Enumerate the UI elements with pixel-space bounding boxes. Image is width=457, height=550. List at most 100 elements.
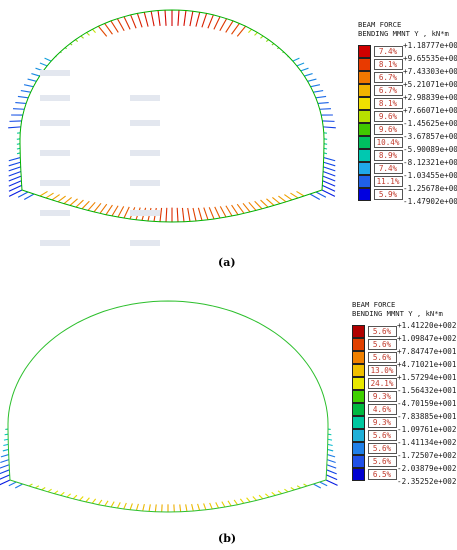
moment-hatch-line (254, 200, 263, 210)
moment-hatch-line (221, 501, 226, 508)
moment-hatch-line (246, 497, 251, 503)
legend-percent-box (374, 163, 403, 174)
legend-value: -1.45625e+001 (403, 119, 457, 128)
moment-hatch-line (296, 485, 302, 489)
moment-hatch-line (325, 479, 338, 486)
legend-percent-box (374, 189, 403, 200)
moment-hatch-line (87, 201, 96, 211)
legend-swatch (352, 442, 365, 455)
moment-hatch-line (307, 78, 317, 82)
moment-hatch-line (165, 207, 168, 222)
moment-hatch-line (242, 202, 251, 213)
legend-percent-box (368, 443, 397, 454)
legend-subtitle: BENDING MMNT Y , kN*m (358, 29, 449, 38)
moment-hatch-line (254, 32, 258, 36)
moment-hatch-line (34, 485, 40, 489)
moment-hatch-line (20, 89, 31, 93)
moment-hatch-line (8, 161, 21, 167)
legend-percent: 7.4% (378, 47, 398, 56)
legend-value: -2.03879e+002 (397, 464, 457, 473)
moment-hatch-line (322, 175, 336, 182)
moment-hatch-line (0, 469, 10, 475)
moment-hatch-line (179, 504, 182, 512)
moment-hatch-line (110, 20, 119, 33)
moment-hatch-line (319, 108, 331, 110)
legend-value: -2.35252e+002 (397, 477, 457, 486)
moment-hatch-line (309, 193, 321, 201)
moment-hatch-line (85, 497, 90, 503)
moment-hatch-line (93, 202, 102, 213)
moment-hatch-line (313, 89, 324, 93)
legend-swatch (358, 188, 371, 201)
moment-hatch-line (213, 16, 221, 30)
moment-hatch-line (45, 192, 54, 199)
legend-swatch (352, 429, 365, 442)
tunnel-lining-outline (19, 9, 325, 223)
moment-hatch-line (236, 25, 246, 37)
moment-hatch-line (15, 102, 27, 105)
moment-hatch-line (323, 143, 328, 145)
moment-hatch-line (209, 502, 213, 510)
moment-hatch-line (214, 206, 221, 219)
moment-hatch-line (8, 189, 23, 197)
background-artifact (40, 180, 70, 186)
moment-hatch-line (323, 126, 336, 129)
moment-hatch-line (75, 199, 84, 208)
legend-percent-box (374, 59, 403, 70)
moment-hatch-line (326, 459, 336, 464)
legend-percent: 9.6% (378, 112, 398, 121)
legend-swatch (358, 123, 371, 136)
legend-value: -1.56432e+001 (397, 386, 457, 395)
legend-percent-box (368, 352, 397, 363)
legend-percent: 5.6% (372, 444, 392, 453)
moment-hatch-line (203, 207, 209, 220)
legend-value: +9.65535e+001 (403, 54, 457, 63)
legend-percent: 4.6% (372, 405, 392, 414)
moment-hatch-line (99, 203, 108, 214)
moment-hatch-line (272, 197, 281, 205)
moment-hatch-line (327, 454, 336, 458)
moment-hatch-line (185, 504, 188, 512)
moment-hatch-line (4, 433, 9, 436)
background-artifact (40, 210, 70, 216)
legend-value: +5.21071e+001 (403, 80, 457, 89)
moment-hatch-line (17, 191, 29, 198)
legend-percent-box (374, 150, 403, 161)
legend-percent-box (368, 417, 397, 428)
background-artifact (40, 150, 70, 156)
legend-value: -5.90089e+001 (403, 145, 457, 154)
moment-hatch-line (323, 161, 336, 167)
moment-hatch-line (2, 448, 9, 452)
moment-hatch-line (80, 35, 84, 39)
moment-hatch-line (323, 152, 328, 155)
moment-hatch-line (16, 143, 21, 145)
background-artifact (130, 240, 160, 246)
legend-swatch (358, 84, 371, 97)
legend-swatch (352, 416, 365, 429)
legend-scale: 7.4% 8.1% 6.7% 6.7% 8.1% 9.6% 9.6% 10.4% 8.9% 7.4… (358, 41, 457, 206)
moment-hatch-line (57, 195, 66, 203)
moment-hatch-line (13, 108, 25, 110)
moment-hatch-line (322, 170, 336, 177)
legend-swatch (352, 351, 365, 364)
moment-hatch-line (130, 14, 137, 29)
moment-hatch-line (105, 204, 113, 215)
legend-percent-box (374, 176, 403, 187)
moment-hatch-line (277, 490, 283, 495)
caption-a: (a) (218, 256, 236, 269)
legend-value: +1.09847e+002 (397, 334, 457, 343)
moment-hatch-line (116, 18, 125, 32)
legend-percent-box (374, 85, 403, 96)
legend-swatch (358, 110, 371, 123)
moment-hatch-line (231, 204, 239, 215)
moment-hatch-line (260, 199, 269, 208)
panel-b: BEAM FORCE BENDING MMNT Y , kN*m 5.6% 5.6… (0, 275, 457, 550)
legend-value: +7.43303e+001 (403, 67, 457, 76)
tunnel-lining-outline (7, 300, 329, 513)
moment-hatch-line (219, 206, 227, 218)
legend-value: -1.41134e+002 (397, 438, 457, 447)
moment-hatch-line (227, 500, 232, 507)
legend-swatch (358, 71, 371, 84)
moment-hatch-line (123, 16, 131, 30)
moment-hatch-line (317, 102, 329, 105)
